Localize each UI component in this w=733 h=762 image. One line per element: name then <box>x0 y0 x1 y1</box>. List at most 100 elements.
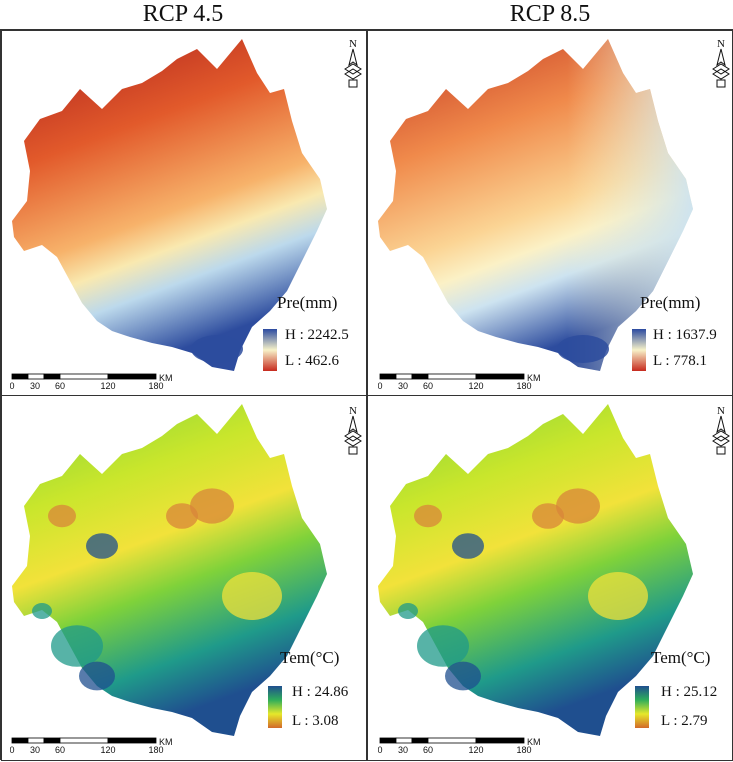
temperature-map-rcp85 <box>378 404 693 736</box>
scale-tick-label: 120 <box>468 381 483 391</box>
map-grid: N Pre(mm) H : 2242.5 L : 462.6 0 30 60 120 1… <box>0 29 733 761</box>
legend-color-ramp <box>263 329 277 371</box>
scale-segment <box>43 373 61 380</box>
scale-tick-label: 30 <box>30 381 40 391</box>
terrain-patch <box>190 488 234 524</box>
svg-text:N: N <box>349 405 357 417</box>
legend-low-label: L : 778.1 <box>653 353 708 369</box>
scale-segment <box>27 737 45 744</box>
scale-tick-label: 60 <box>55 381 65 391</box>
north-arrow-icon: N <box>710 404 732 456</box>
scale-tick-label: 180 <box>516 381 531 391</box>
terrain-patch <box>445 661 481 691</box>
scale-tick-label: 60 <box>55 745 65 755</box>
scale-segment <box>411 373 429 380</box>
scale-unit-label: KM <box>159 373 173 383</box>
scale-segment <box>475 373 525 380</box>
scale-segment <box>27 373 45 380</box>
svg-text:N: N <box>717 38 725 50</box>
legend-title: Tem(°C) <box>651 648 711 667</box>
terrain-patch <box>48 504 76 528</box>
scale-tick-label: 0 <box>10 745 15 755</box>
legend-color-ramp <box>268 686 282 728</box>
scale-segment <box>379 373 397 380</box>
scale-segment <box>395 737 413 744</box>
svg-text:N: N <box>717 405 725 417</box>
scale-tick-label: 0 <box>378 745 383 755</box>
terrain-patch <box>452 533 484 559</box>
terrain-patch <box>398 603 418 619</box>
scale-tick-label: 0 <box>378 381 383 391</box>
scale-segment <box>475 737 525 744</box>
scale-segment <box>11 373 29 380</box>
temperature-map-rcp45 <box>12 404 327 736</box>
scale-segment <box>411 737 429 744</box>
scale-segment <box>395 373 413 380</box>
terrain-patch <box>588 572 648 620</box>
scale-tick-label: 120 <box>100 745 115 755</box>
scale-tick-label: 180 <box>148 745 163 755</box>
scale-tick-label: 120 <box>100 381 115 391</box>
terrain-patch <box>417 625 469 667</box>
scale-tick-label: 30 <box>398 745 408 755</box>
column-title-rcp45: RCP 4.5 <box>142 1 224 27</box>
terrain-patch <box>414 504 442 528</box>
map-panel-tem-rcp45: N Tem(°C) H : 24.86 L : 3.08 0 30 60 120 180… <box>1 395 367 761</box>
scale-tick-label: 120 <box>468 745 483 755</box>
terrain-patch <box>532 503 564 529</box>
scale-segment <box>427 373 477 380</box>
scale-segment <box>43 737 61 744</box>
scale-segment <box>427 737 477 744</box>
scale-segment <box>59 373 109 380</box>
legend-high-label: H : 25.12 <box>661 684 718 700</box>
legend-high-label: H : 24.86 <box>292 684 349 700</box>
scale-tick-label: 60 <box>423 381 433 391</box>
north-arrow-icon: N <box>342 404 364 456</box>
scale-tick-label: 30 <box>398 381 408 391</box>
legend-low-label: L : 2.79 <box>661 713 708 729</box>
terrain-patch <box>222 572 282 620</box>
legend-high-label: H : 2242.5 <box>285 327 349 343</box>
legend-color-ramp <box>635 686 649 728</box>
legend-title: Tem(°C) <box>280 648 340 667</box>
legend-title: Pre(mm) <box>640 293 701 312</box>
terrain-patch <box>51 625 103 667</box>
column-title-rcp85: RCP 8.5 <box>509 1 591 27</box>
scale-unit-label: KM <box>527 737 541 747</box>
precipitation-map-rcp85 <box>378 39 693 371</box>
high-precip-zone <box>557 335 609 363</box>
legend-low-label: L : 462.6 <box>285 353 340 369</box>
scale-tick-label: 0 <box>10 381 15 391</box>
map-panel-tem-rcp85: N Tem(°C) H : 25.12 L : 2.79 0 30 60 120 180… <box>367 395 733 761</box>
scale-tick-label: 30 <box>30 745 40 755</box>
legend-high-label: H : 1637.9 <box>653 327 717 343</box>
study-region-east-shade <box>378 39 693 371</box>
svg-text:N: N <box>349 38 357 50</box>
scale-tick-label: 180 <box>148 381 163 391</box>
map-panel-pre-rcp45: N Pre(mm) H : 2242.5 L : 462.6 0 30 60 120 1… <box>1 30 367 396</box>
high-precip-zone <box>191 335 243 363</box>
scale-segment <box>107 373 157 380</box>
scale-segment <box>11 737 29 744</box>
legend-title: Pre(mm) <box>277 293 338 312</box>
scale-segment <box>107 737 157 744</box>
scale-unit-label: KM <box>527 373 541 383</box>
terrain-patch <box>86 533 118 559</box>
scale-unit-label: KM <box>159 737 173 747</box>
north-arrow-icon: N <box>710 37 732 89</box>
study-region <box>12 39 327 371</box>
scale-segment <box>379 737 397 744</box>
terrain-patch <box>166 503 198 529</box>
legend-low-label: L : 3.08 <box>292 713 339 729</box>
terrain-patch <box>556 488 600 524</box>
scale-tick-label: 180 <box>516 745 531 755</box>
map-panel-pre-rcp85: N Pre(mm) H : 1637.9 L : 778.1 0 30 60 120 1… <box>367 30 733 396</box>
terrain-patch <box>32 603 52 619</box>
legend-color-ramp <box>632 329 646 371</box>
scale-tick-label: 60 <box>423 745 433 755</box>
terrain-patch <box>79 661 115 691</box>
